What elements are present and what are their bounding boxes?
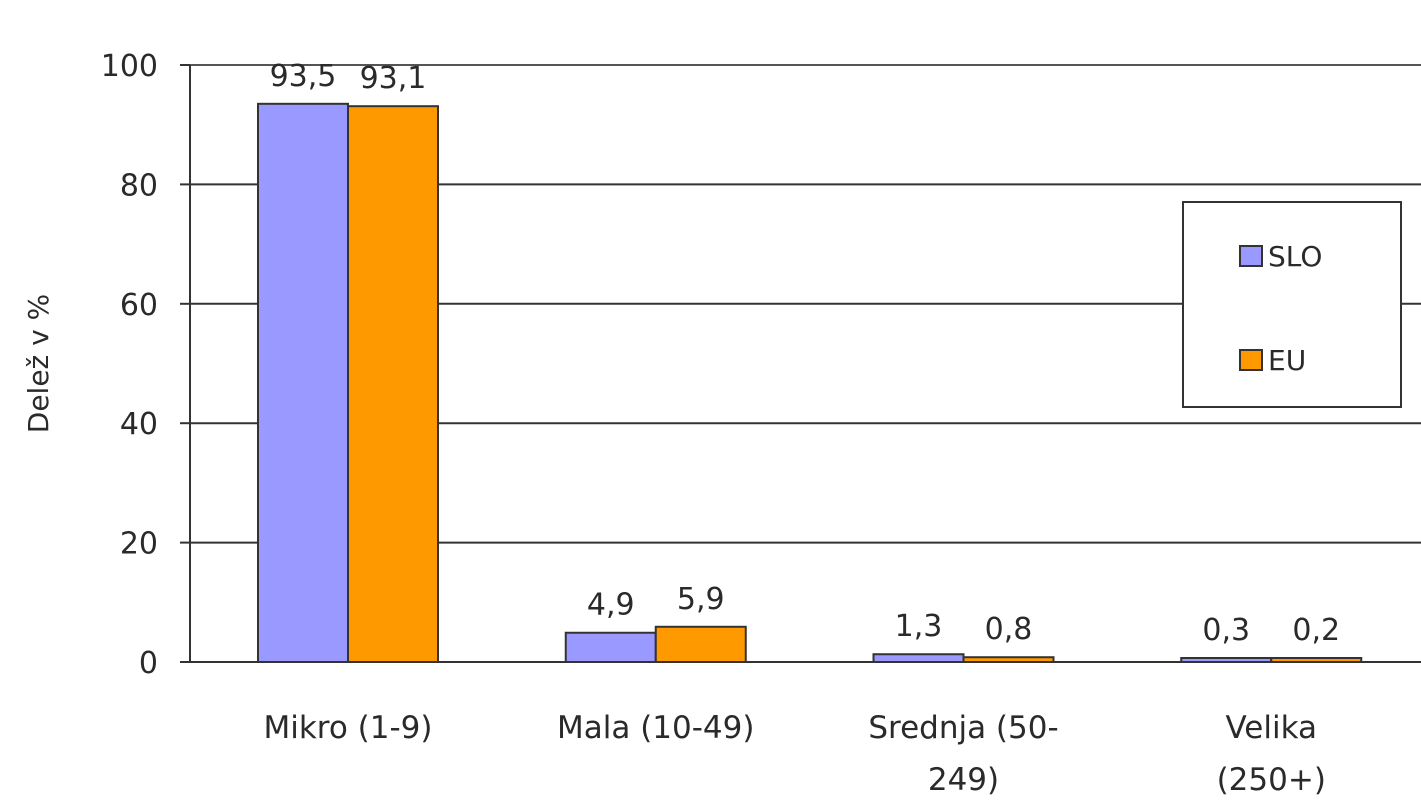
data-label-eu-3: 0,2 [1292,613,1340,648]
bar-slo-0 [257,102,349,664]
legend-label-eu: EU [1268,344,1306,377]
data-label-eu-2: 0,8 [985,612,1033,647]
y-axis-label: Delež v % [22,294,55,433]
data-labels: 93,5 93,1 4,9 5,9 1,3 0,8 0,3 0,2 [270,59,1341,648]
y-tick-label: 0 [139,646,158,681]
bar-eu-0 [347,105,439,664]
bar-slo-2 [872,653,965,664]
y-tick-label: 60 [120,288,158,323]
data-label-slo-2: 1,3 [895,609,943,644]
legend-swatch-slo [1239,245,1263,267]
data-label-slo-0: 93,5 [270,59,337,94]
data-label-eu-0: 93,1 [360,61,427,96]
y-tick-label: 80 [120,168,158,203]
x-tick-label: Velika [1225,710,1317,746]
legend-label-slo: SLO [1268,240,1322,273]
y-tick-label: 100 [101,49,158,84]
x-tick-label: (250+) [1217,762,1326,798]
legend: SLO EU [1182,201,1402,408]
x-tick-label: 249) [928,762,999,798]
axes: 0 20 40 60 80 100 Delež v % Mikro (1-9) Mala (10… [22,49,1421,798]
x-tick-label: Mala (10-49) [557,710,754,746]
y-tick-label: 40 [120,407,158,442]
x-tick-label: Mikro (1-9) [263,710,432,746]
bar-slo-1 [564,631,657,664]
x-tick-label: Srednja (50- [868,710,1058,746]
data-label-eu-1: 5,9 [677,582,725,617]
y-tick-label: 20 [120,527,158,562]
legend-swatch-eu [1239,349,1263,371]
bar-eu-1 [654,625,747,663]
legend-box [1182,201,1402,408]
data-label-slo-1: 4,9 [587,588,635,623]
bars [257,102,1363,664]
data-label-slo-3: 0,3 [1202,613,1250,648]
